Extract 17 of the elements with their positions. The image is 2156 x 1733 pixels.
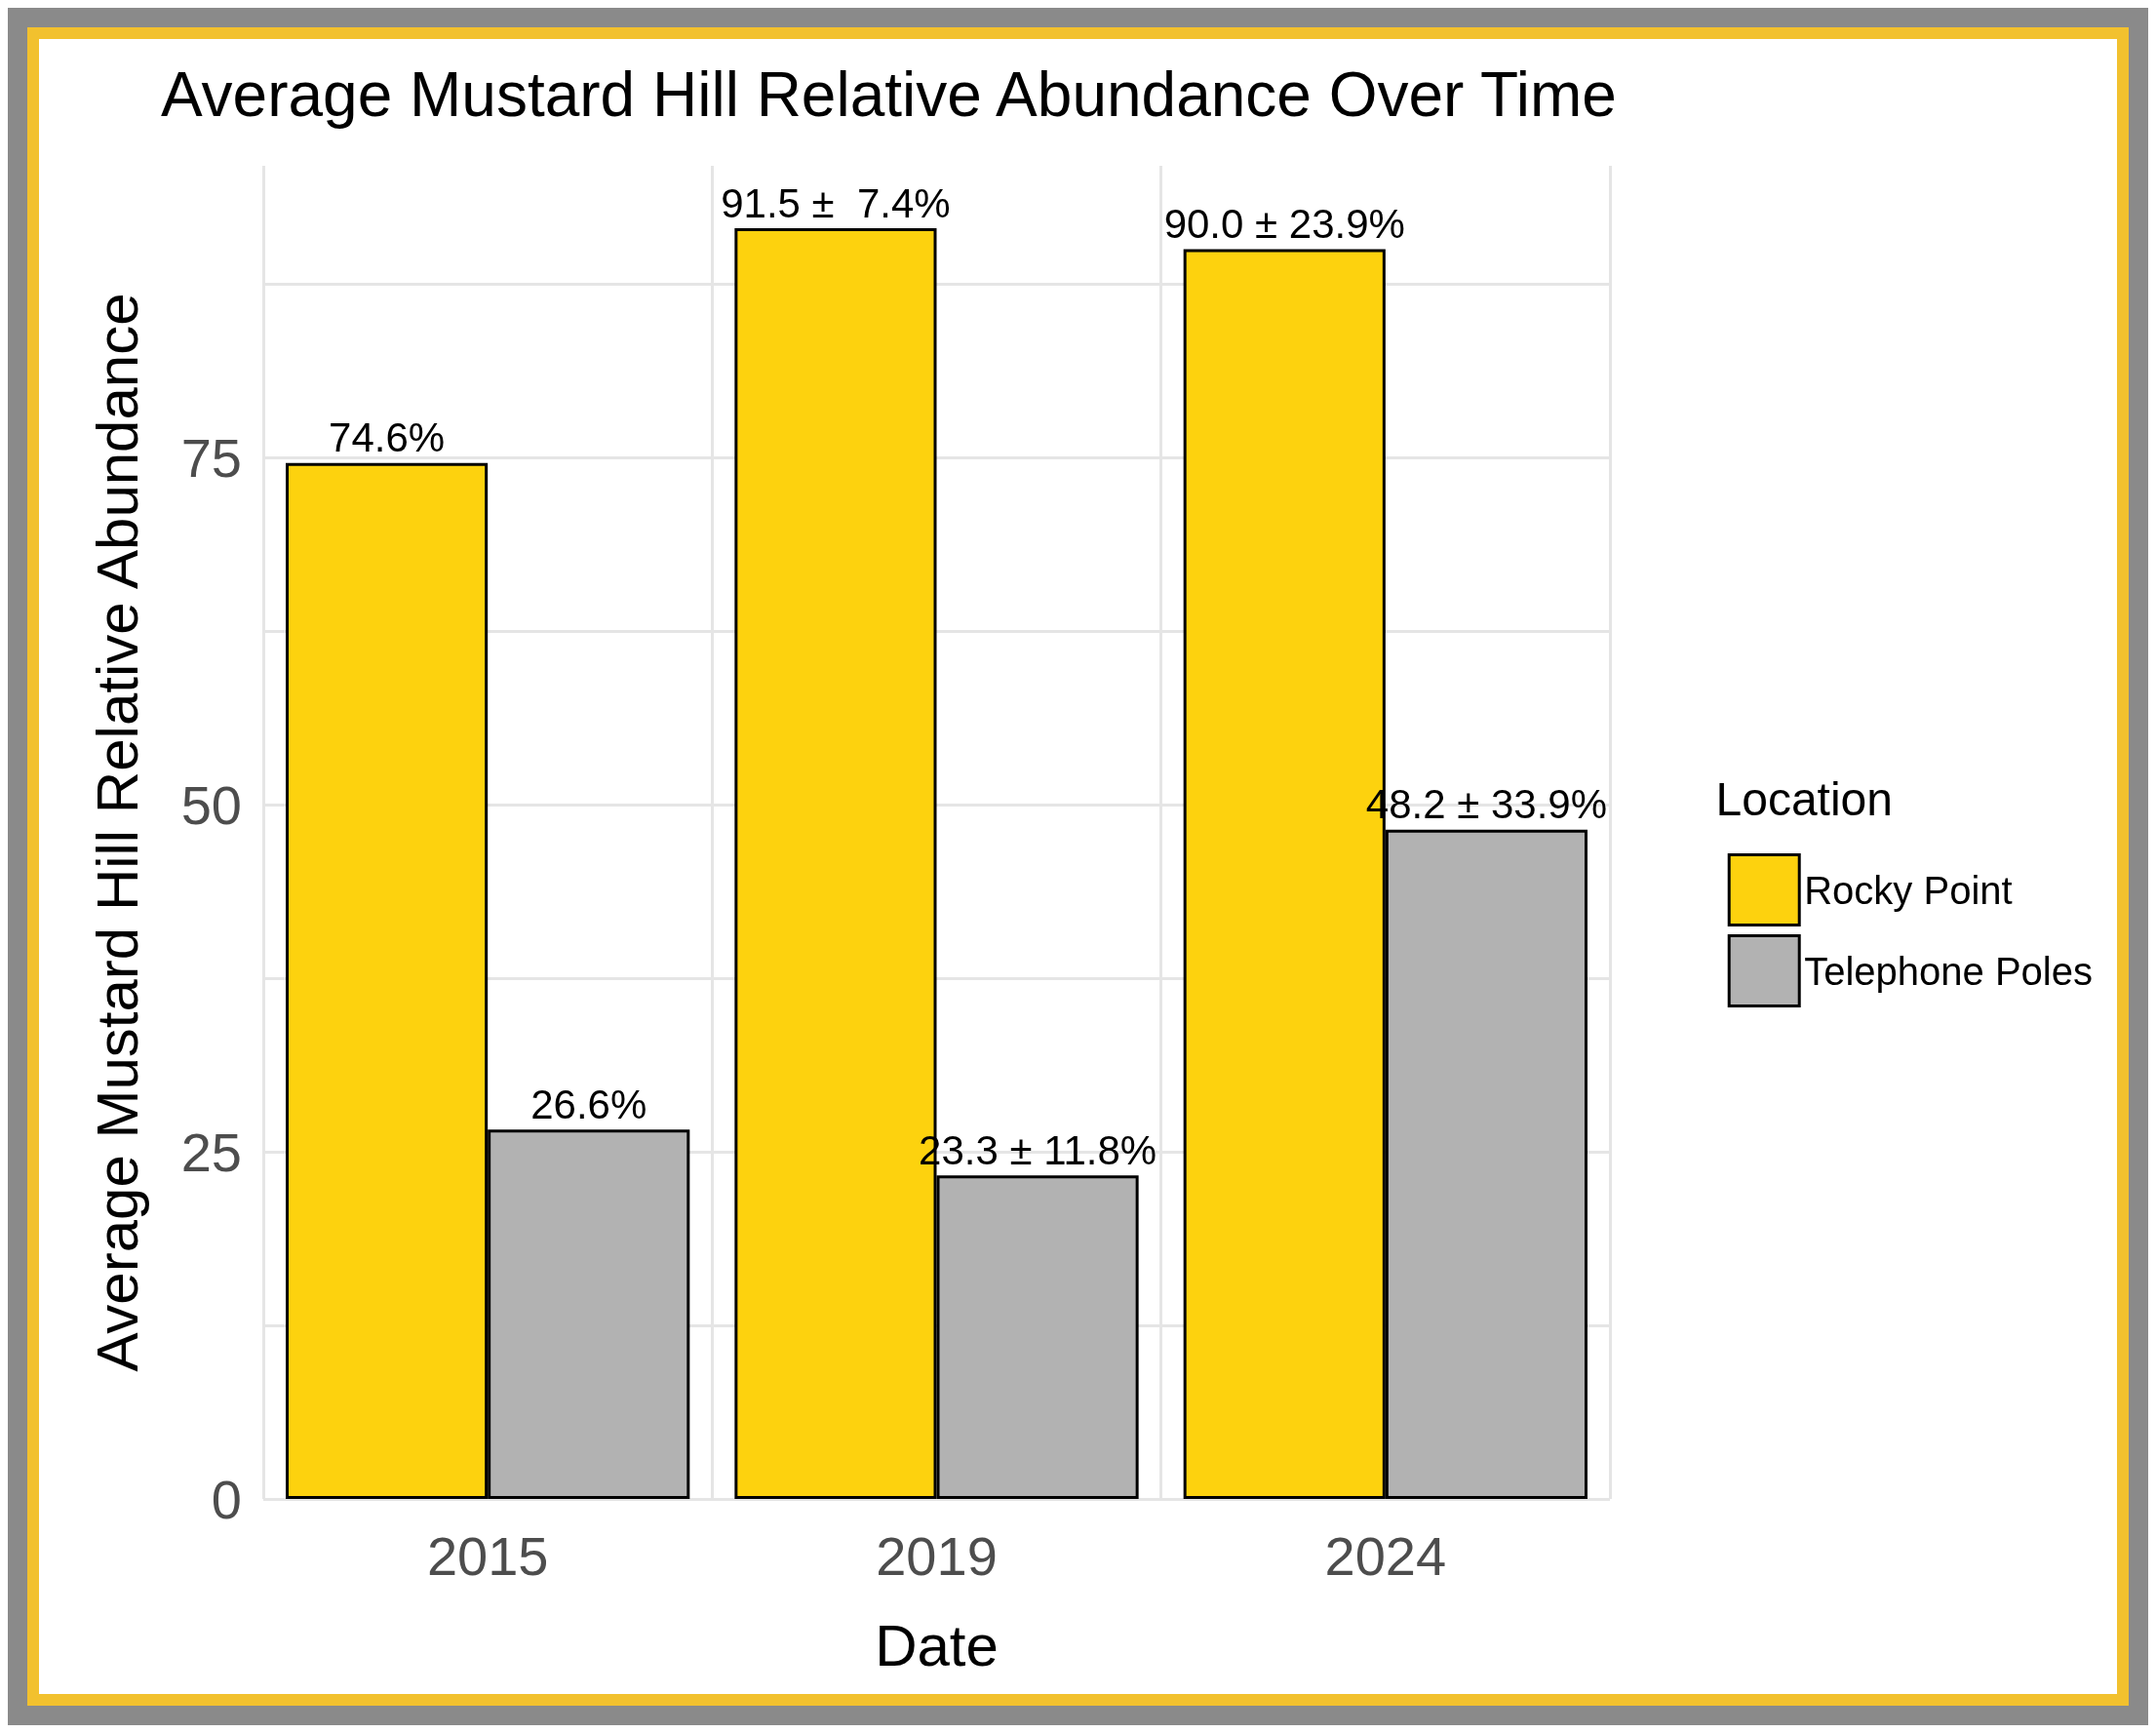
y-tick-label: 25 [180, 1121, 242, 1183]
data-label: 91.5 ± 7.4% [721, 179, 951, 226]
x-axis-title: Date [875, 1612, 999, 1678]
legend-title: Location [1715, 772, 1894, 825]
data-label: 90.0 ± 23.9% [1163, 200, 1405, 247]
x-tick-label: 2019 [876, 1524, 998, 1587]
legend-label: Telephone Poles [1804, 949, 2093, 993]
x-tick-label: 2024 [1324, 1524, 1447, 1587]
data-label: 26.6% [530, 1081, 647, 1127]
y-axis-title: Average Mustard Hill Relative Abundance [84, 293, 150, 1372]
y-tick-label: 75 [180, 426, 242, 489]
chart-title: Average Mustard Hill Relative Abundance Over Time [161, 59, 1617, 130]
y-tick-label: 50 [180, 773, 242, 836]
x-tick-label: 2015 [426, 1524, 549, 1587]
legend-label: Rocky Point [1804, 868, 2013, 912]
data-label: 74.6% [329, 414, 446, 461]
y-tick-label: 0 [211, 1468, 242, 1530]
